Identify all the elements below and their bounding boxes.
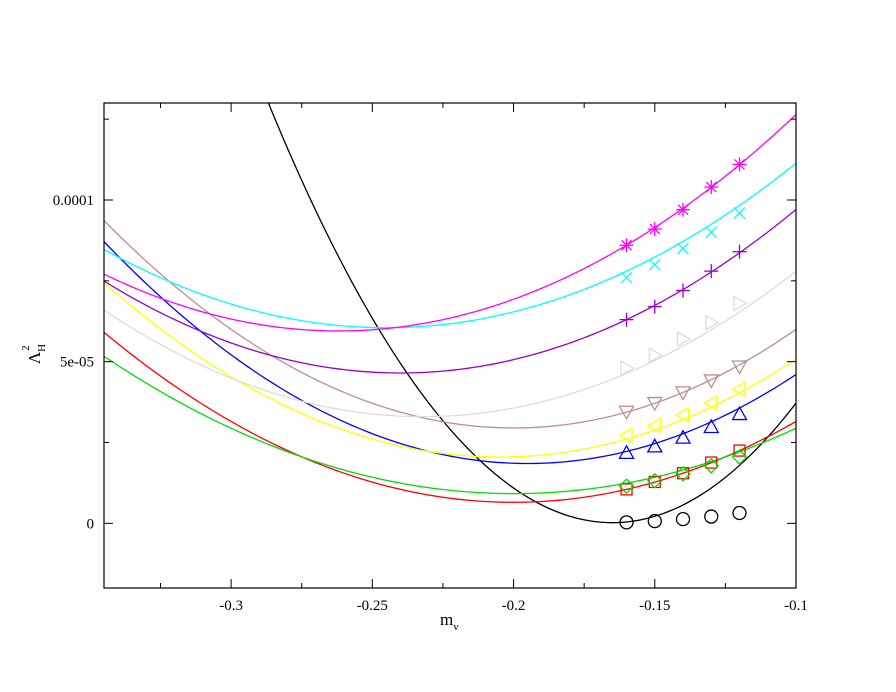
data-point-series-9-star	[647, 222, 662, 237]
data-point-series-5-triangle-down	[674, 386, 692, 401]
fit-curve-series-0	[267, 103, 796, 524]
data-point-series-6-triangle-right	[648, 347, 664, 364]
x-axis-label-subscript: v	[453, 621, 459, 633]
data-point-series-8-cross	[705, 226, 718, 239]
data-point-series-5-triangle-down	[703, 374, 720, 389]
fit-curve-series-5	[104, 220, 796, 429]
data-point-series-5-triangle-down	[731, 360, 748, 375]
data-point-series-3-triangle-up	[646, 438, 663, 453]
data-point-series-1-square	[733, 444, 746, 457]
plot-frame	[103, 102, 797, 589]
tick-labels: -0.3 -0.25 -0.2 -0.15 -0.1 0 5e-05 0.0001	[53, 193, 808, 614]
data-point-series-9-star	[732, 157, 747, 172]
y-tick-label: 5e-05	[60, 355, 94, 371]
data-point-series-6-triangle-right	[705, 314, 720, 331]
y-axis-label-main: Λ	[25, 351, 44, 364]
data-point-series-6-triangle-right	[733, 295, 748, 312]
x-axis-label: mv	[440, 610, 459, 633]
data-point-series-3-triangle-up	[618, 444, 635, 459]
data-point-series-8-cross	[677, 242, 689, 255]
data-point-series-2-diamond	[618, 478, 635, 495]
y-axis-label-superscript: 2	[20, 345, 32, 351]
x-tick-label: -0.25	[357, 598, 388, 614]
data-point-series-8-cross	[648, 258, 661, 271]
data-point-series-3-triangle-up	[703, 418, 720, 434]
data-point-series-1-square	[705, 456, 718, 469]
data-point-series-0-circle	[647, 513, 662, 529]
data-point-series-7-plus	[676, 283, 691, 298]
fit-curve-series-1	[104, 331, 796, 503]
fit-curves	[104, 103, 796, 524]
data-point-series-8-cross	[620, 271, 633, 284]
data-point-series-9-star	[704, 180, 719, 195]
data-point-series-2-diamond	[731, 449, 748, 465]
plot-area	[104, 103, 796, 588]
data-point-series-4-triangle-left	[618, 427, 633, 444]
x-tick-label: -0.2	[502, 598, 526, 614]
data-point-series-4-triangle-left	[702, 394, 718, 412]
y-axis-label-subscript: H	[36, 344, 48, 352]
fit-curve-series-4	[104, 282, 796, 458]
x-tick-label: -0.1	[784, 598, 808, 614]
data-point-series-4-triangle-left	[674, 406, 690, 424]
y-tick-label: 0	[87, 516, 95, 532]
x-tick-label: -0.15	[639, 598, 670, 614]
data-point-series-6-triangle-right	[676, 330, 692, 348]
data-point-series-4-triangle-left	[731, 381, 746, 398]
data-point-series-2-diamond	[703, 457, 720, 474]
svg-text:ΛH2: ΛH2	[20, 344, 48, 364]
x-tick-label: -0.3	[219, 598, 243, 614]
y-axis-label: ΛH2	[20, 344, 48, 364]
data-point-series-3-triangle-up	[674, 429, 692, 444]
data-point-series-4-triangle-left	[646, 417, 661, 434]
data-point-series-0-circle	[704, 509, 719, 524]
fit-curve-series-2	[104, 355, 796, 495]
data-point-series-7-plus	[647, 299, 662, 314]
data-point-series-6-triangle-right	[620, 360, 635, 377]
data-point-series-7-plus	[704, 264, 719, 279]
data-point-series-8-cross	[733, 206, 746, 219]
data-point-series-2-diamond	[646, 472, 663, 489]
data-point-series-7-plus	[619, 312, 634, 327]
data-point-series-7-plus	[732, 244, 747, 259]
data-point-series-5-triangle-down	[646, 396, 663, 412]
data-point-series-2-diamond	[675, 465, 691, 482]
data-markers	[618, 157, 748, 530]
data-point-series-1-square	[620, 483, 633, 496]
fit-curve-series-6	[104, 270, 796, 418]
axis-ticks	[104, 103, 797, 588]
data-point-series-0-circle	[732, 505, 747, 521]
fit-curve-series-8	[104, 162, 796, 329]
data-point-series-0-circle	[675, 511, 691, 527]
data-point-series-0-circle	[619, 515, 634, 530]
data-point-series-5-triangle-down	[618, 405, 635, 421]
data-point-series-3-triangle-up	[731, 405, 748, 421]
data-point-series-9-star	[619, 238, 634, 253]
y-tick-label: 0.0001	[53, 193, 94, 209]
x-axis-label-main: m	[440, 610, 453, 629]
data-point-series-9-star	[676, 202, 691, 217]
